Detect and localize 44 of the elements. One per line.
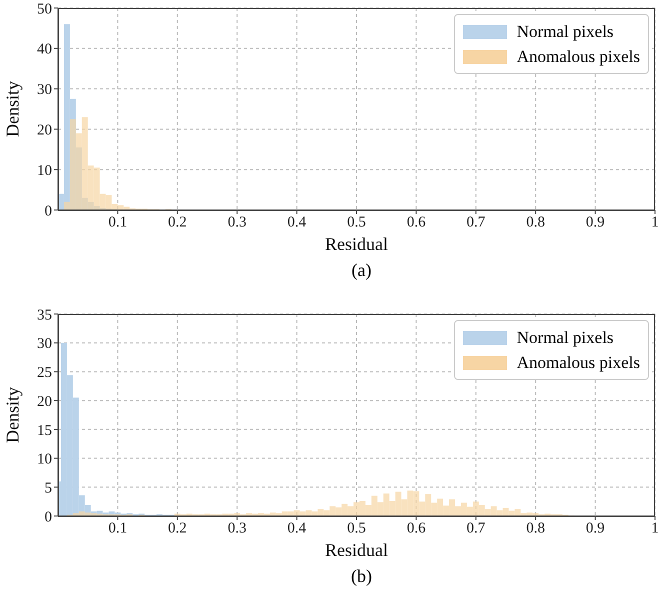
y-tick-label: 25 [37, 365, 52, 382]
y-tick-label: 50 [37, 1, 52, 18]
x-tick-label: 0.6 [406, 520, 426, 537]
y-tick-label: 10 [37, 452, 52, 468]
y-tick-label: 0 [44, 203, 52, 220]
y-axis-title: Density [2, 81, 22, 137]
x-tick-label: 0.9 [586, 520, 605, 537]
x-tick-label: 0.7 [466, 214, 486, 231]
y-tick-label: 20 [37, 122, 52, 139]
x-tick-label: 0.7 [466, 520, 486, 537]
x-tick-label: 0.1 [108, 214, 128, 231]
x-axis-title: Residual [325, 234, 388, 254]
x-tick-label: 1 [651, 520, 659, 537]
x-tick-label: 0.5 [347, 520, 366, 537]
y-tick-label: 15 [37, 422, 52, 439]
y-tick-label: 30 [37, 336, 52, 352]
legend-label: Anomalous pixels [516, 46, 640, 66]
y-tick-label: 30 [37, 82, 52, 98]
y-tick-label: 10 [37, 162, 52, 179]
x-tick-label: 0.5 [347, 214, 366, 231]
y-tick-label: 20 [37, 394, 52, 410]
legend-label: Normal pixels [516, 22, 614, 42]
x-tick-label: 1 [651, 214, 659, 231]
x-tick-label: 0.3 [228, 520, 246, 537]
text: (b) [350, 566, 373, 587]
x-tick-label: 0.1 [108, 520, 128, 537]
x-tick-label: 0.6 [406, 214, 426, 231]
x-tick-label: 0.2 [168, 520, 187, 537]
legend-label: Normal pixels [516, 328, 614, 348]
x-tick-label: 0.9 [586, 214, 605, 231]
y-tick-label: 0 [44, 509, 52, 526]
x-tick-label: 0.8 [526, 520, 545, 537]
text: (a) [350, 260, 372, 281]
x-tick-label: 0.4 [287, 520, 307, 537]
x-tick-label: 0.3 [228, 214, 246, 231]
x-axis-title: Residual [325, 540, 388, 560]
x-tick-label: 0.4 [287, 214, 307, 231]
y-tick-label: 35 [37, 307, 52, 324]
x-tick-label: 0.2 [168, 214, 187, 231]
y-axis-title: Density [2, 387, 22, 443]
y-tick-label: 5 [44, 480, 52, 496]
x-tick-label: 0.8 [526, 214, 545, 231]
legend-label: Anomalous pixels [516, 352, 640, 372]
y-tick-label: 40 [37, 42, 52, 58]
